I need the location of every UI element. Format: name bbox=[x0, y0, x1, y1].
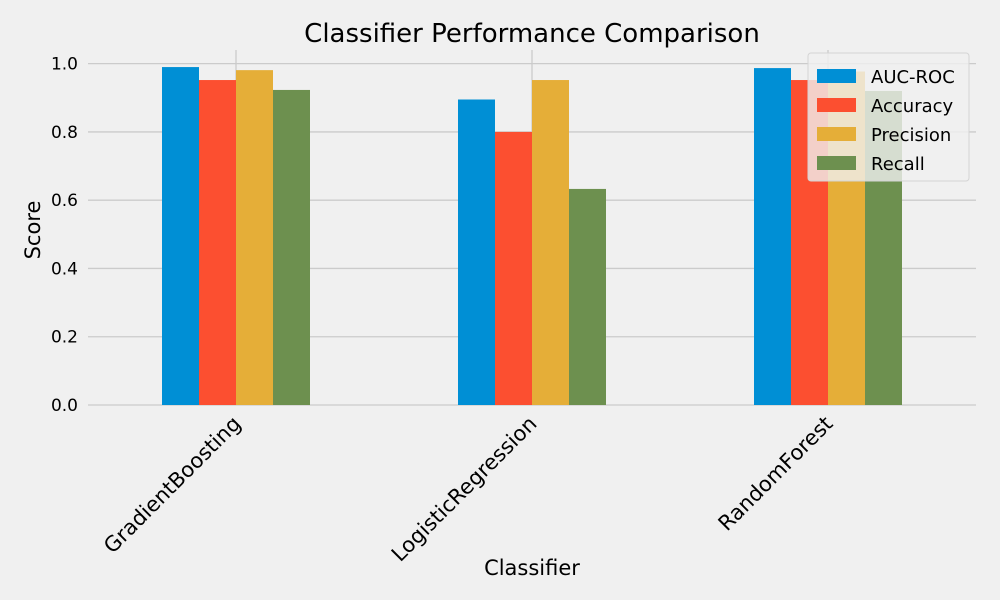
y-tick-label: 0.2 bbox=[51, 328, 78, 348]
y-tick-labels: 0.0 0.2 0.4 0.6 0.8 1.0 bbox=[51, 55, 78, 416]
legend-swatch bbox=[817, 127, 856, 141]
y-tick-label: 0.8 bbox=[51, 123, 78, 143]
bar-auc-roc-randomforest bbox=[754, 68, 791, 406]
bars bbox=[162, 67, 902, 406]
bar-accuracy-logisticregression bbox=[495, 131, 532, 405]
y-tick-label: 0.0 bbox=[51, 396, 78, 416]
legend-label: Precision bbox=[871, 125, 951, 146]
x-axis-label: Classifier bbox=[484, 556, 580, 580]
y-axis-label: Score bbox=[21, 201, 45, 260]
bar-precision-gradientboosting bbox=[236, 70, 273, 406]
legend-swatch bbox=[817, 156, 856, 170]
chart-title: Classifier Performance Comparison bbox=[304, 19, 760, 49]
bar-auc-roc-gradientboosting bbox=[162, 67, 199, 405]
legend-label: Accuracy bbox=[871, 96, 954, 117]
legend: AUC-ROC Accuracy Precision Recall bbox=[807, 52, 970, 182]
legend-label: Recall bbox=[871, 154, 925, 175]
bar-accuracy-gradientboosting bbox=[199, 80, 236, 406]
legend-swatch bbox=[817, 69, 856, 83]
bar-precision-logisticregression bbox=[532, 80, 569, 406]
y-tick-label: 0.6 bbox=[51, 191, 78, 211]
bar-recall-gradientboosting bbox=[273, 89, 310, 405]
bar-auc-roc-logisticregression bbox=[458, 99, 495, 406]
bar-recall-logisticregression bbox=[569, 188, 606, 405]
y-tick-label: 1.0 bbox=[51, 55, 78, 75]
legend-swatch bbox=[817, 98, 856, 112]
legend-label: AUC-ROC bbox=[871, 67, 955, 88]
y-tick-label: 0.4 bbox=[51, 259, 78, 279]
legend-box bbox=[807, 52, 970, 182]
